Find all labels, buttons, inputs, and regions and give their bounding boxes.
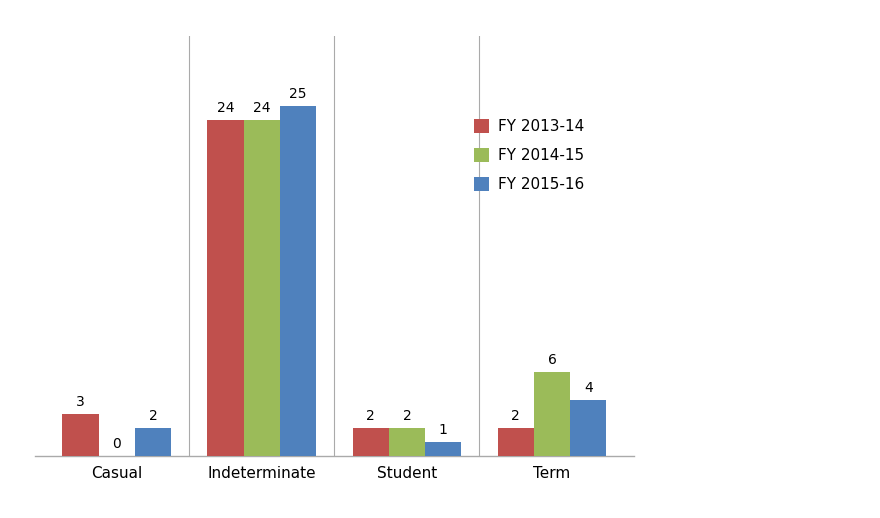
Text: 3: 3 (77, 395, 84, 409)
Bar (353, 428, 389, 456)
Text: 2: 2 (149, 409, 158, 423)
Text: 4: 4 (584, 381, 592, 395)
Bar (534, 372, 570, 456)
Bar (425, 442, 461, 456)
Bar (208, 120, 244, 456)
Text: 0: 0 (113, 437, 121, 451)
Legend: FY 2013-14, FY 2014-15, FY 2015-16: FY 2013-14, FY 2014-15, FY 2015-16 (473, 120, 584, 192)
Bar (497, 428, 534, 456)
Text: 1: 1 (439, 423, 448, 437)
Text: 6: 6 (547, 353, 556, 367)
Text: 2: 2 (366, 409, 375, 423)
Bar (244, 120, 280, 456)
Text: 24: 24 (253, 102, 271, 116)
Bar (389, 428, 425, 456)
Bar (62, 414, 99, 456)
Bar (570, 400, 606, 456)
Text: 25: 25 (290, 88, 307, 102)
Text: 24: 24 (216, 102, 234, 116)
Text: 2: 2 (402, 409, 411, 423)
Bar (135, 428, 172, 456)
Bar (280, 106, 316, 456)
Text: 2: 2 (511, 409, 520, 423)
